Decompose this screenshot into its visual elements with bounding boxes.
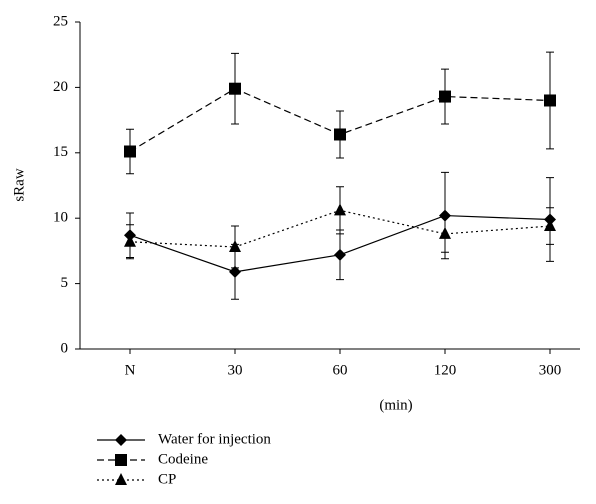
x-axis-label: (min)	[379, 397, 412, 413]
marker	[544, 94, 556, 107]
marker	[124, 234, 136, 247]
y-tick-label: 0	[61, 340, 69, 356]
marker	[334, 128, 346, 141]
x-tick-label: 30	[228, 362, 243, 378]
legend-label: Codeine	[158, 451, 208, 467]
x-tick-label: 60	[333, 362, 348, 378]
marker	[229, 239, 241, 252]
y-tick-label: 10	[53, 210, 68, 226]
y-tick-label: 15	[53, 144, 68, 160]
x-tick-label: N	[125, 362, 136, 378]
legend-label: CP	[158, 471, 176, 487]
marker	[544, 219, 556, 232]
y-tick-label: 25	[53, 13, 68, 29]
legend-label: Water for injection	[158, 431, 271, 447]
marker	[115, 434, 127, 446]
marker	[334, 203, 346, 216]
y-tick-label: 5	[61, 275, 69, 291]
marker	[334, 248, 346, 261]
marker	[439, 226, 451, 239]
marker	[115, 473, 127, 485]
x-tick-label: 120	[434, 362, 457, 378]
marker	[229, 82, 241, 95]
marker	[115, 454, 127, 466]
x-tick-label: 300	[539, 362, 562, 378]
marker	[124, 145, 136, 158]
marker	[439, 90, 451, 103]
y-axis-label: sRaw	[11, 168, 27, 202]
marker	[229, 265, 241, 278]
y-tick-label: 20	[53, 79, 68, 95]
